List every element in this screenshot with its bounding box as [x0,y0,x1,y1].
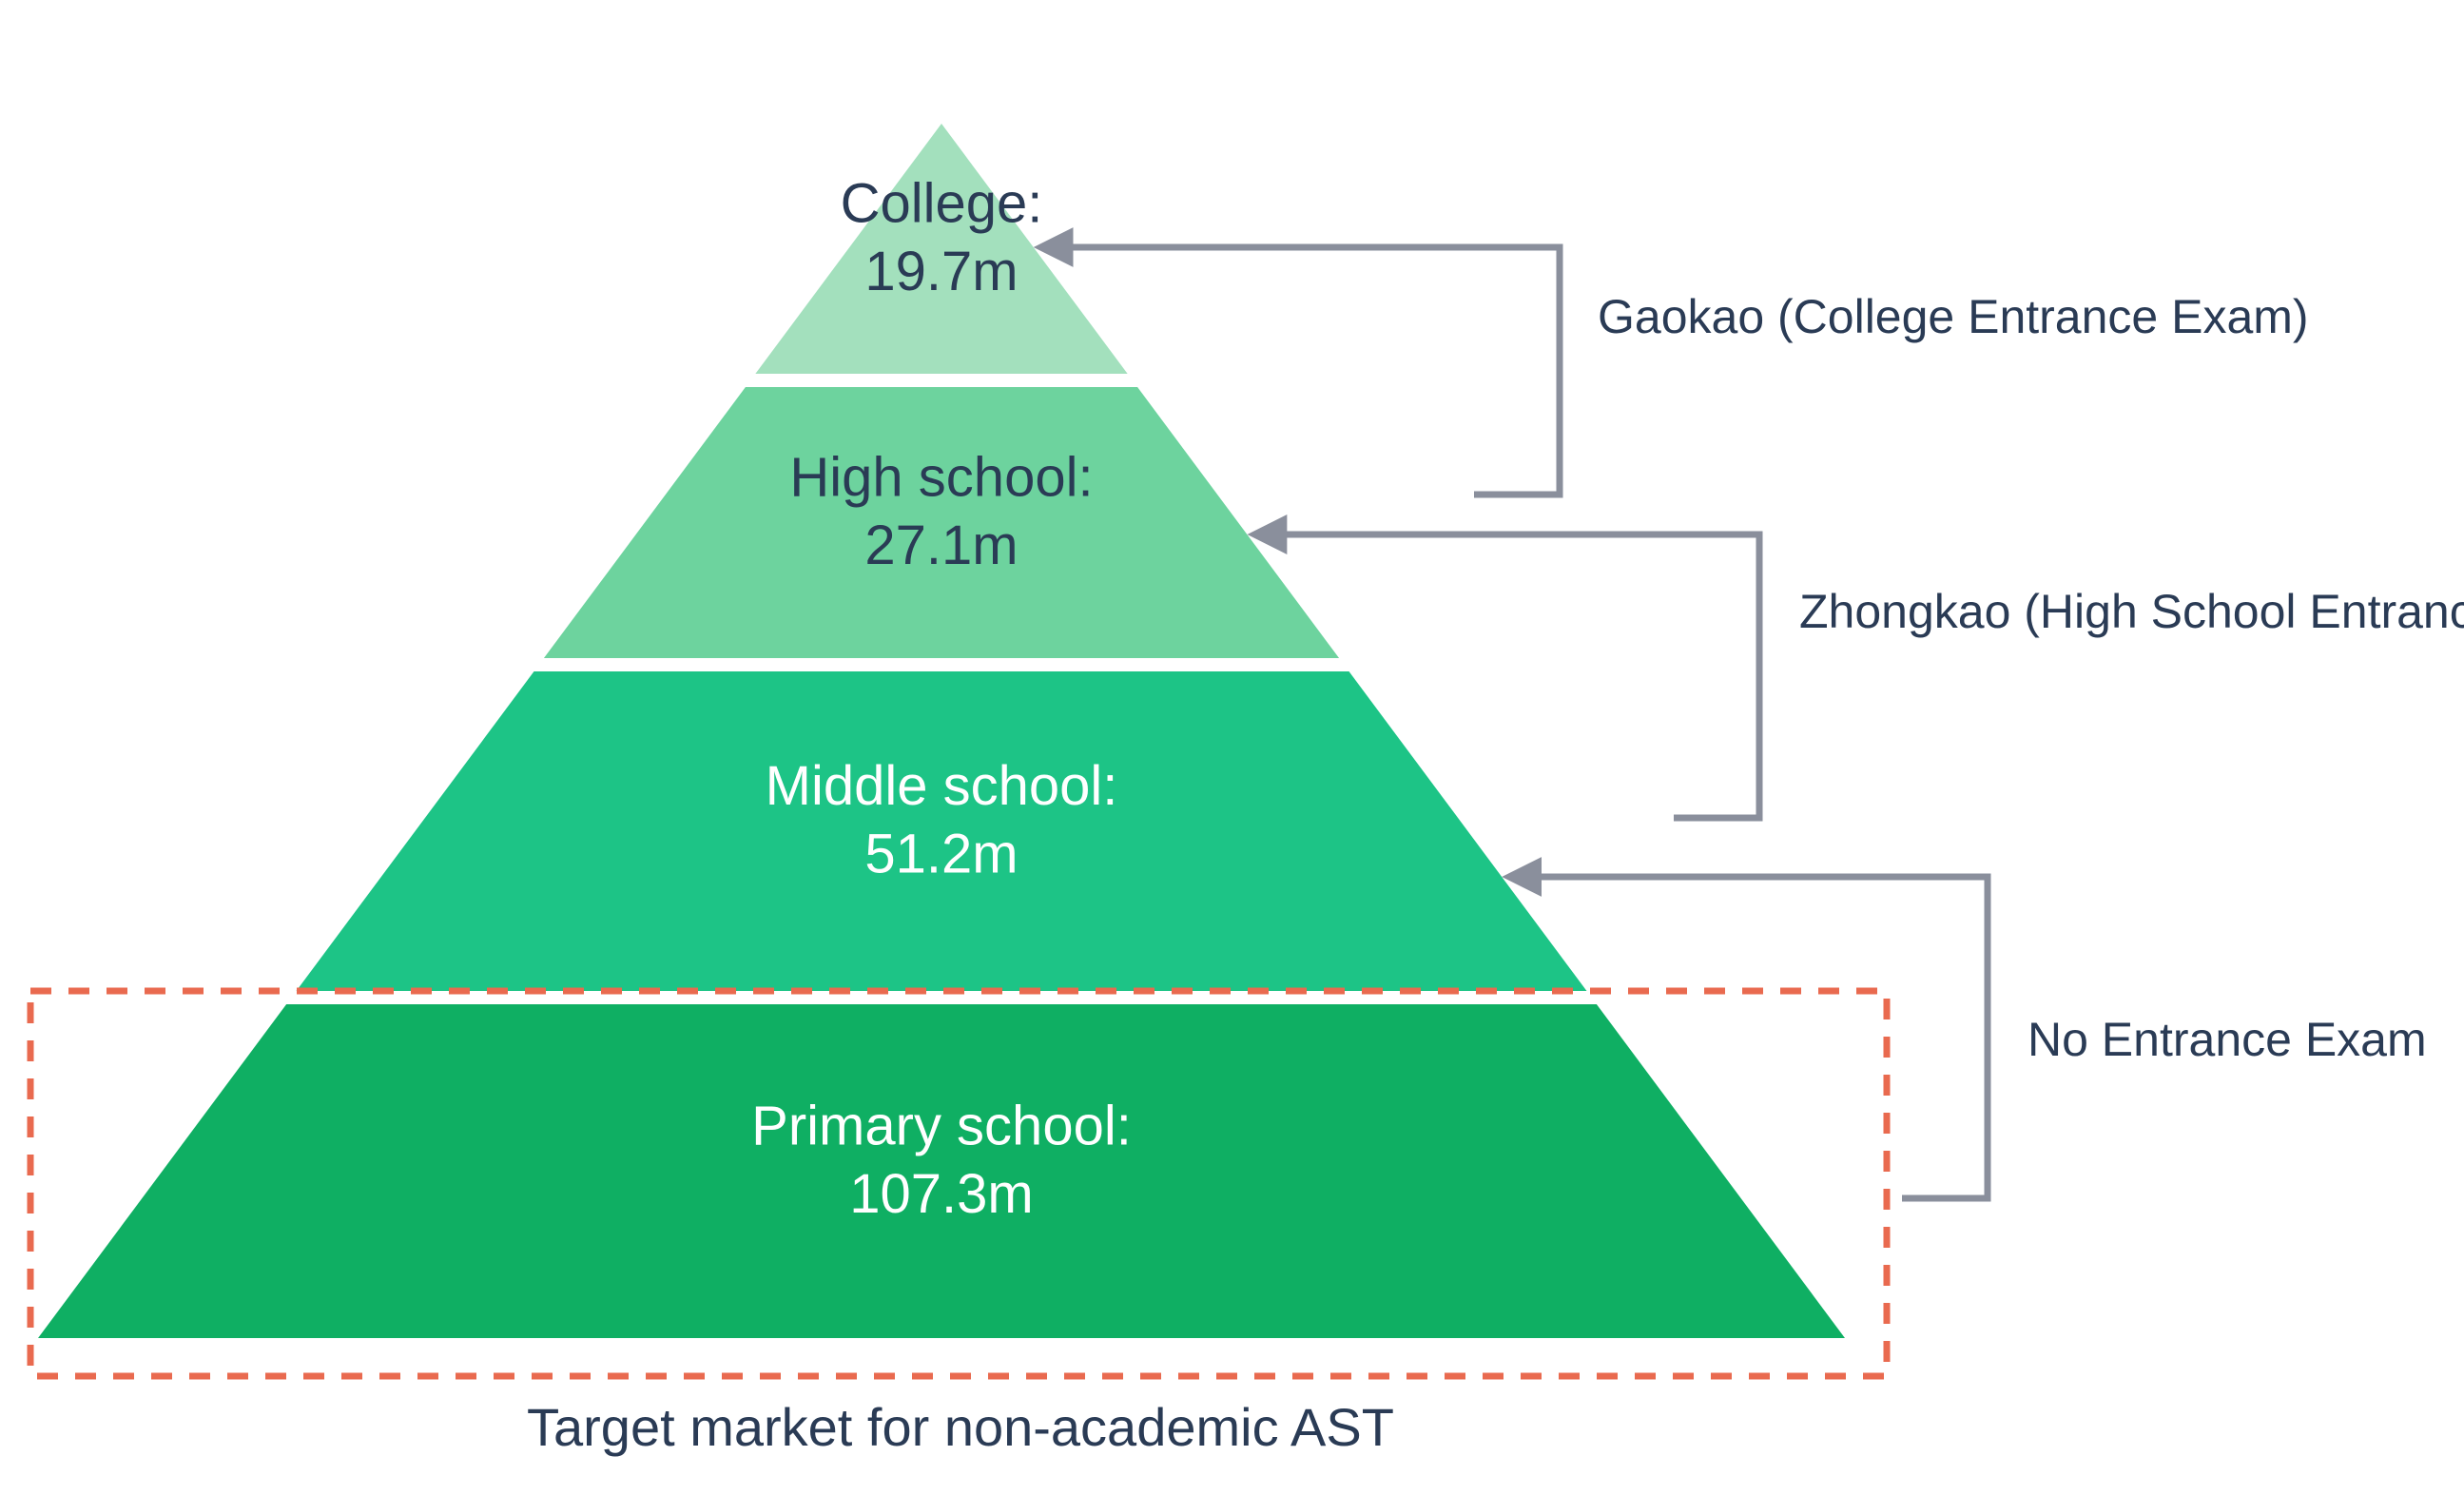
layer-title: College: [841,173,1043,235]
layer-value: 27.1m [864,515,1018,576]
layer-title: Primary school: [751,1096,1132,1157]
highlight-caption: Target market for non-academic AST [527,1397,1394,1457]
layer-title: Middle school: [766,755,1118,817]
layer-value: 107.3m [849,1163,1033,1225]
layer-value: 51.2m [864,824,1018,885]
layer-value: 19.7m [864,241,1018,302]
annotation-label: Zhongkao (High School Entrance Exam) [1799,585,2464,638]
pyramid-diagram: College:19.7m High school:27.1m Middle sch… [0,0,2464,1495]
layer-title: High school: [789,447,1093,509]
annotation-label: No Entrance Exam [2027,1013,2427,1066]
annotation-label: Gaokao (College Entrance Exam) [1598,290,2309,343]
